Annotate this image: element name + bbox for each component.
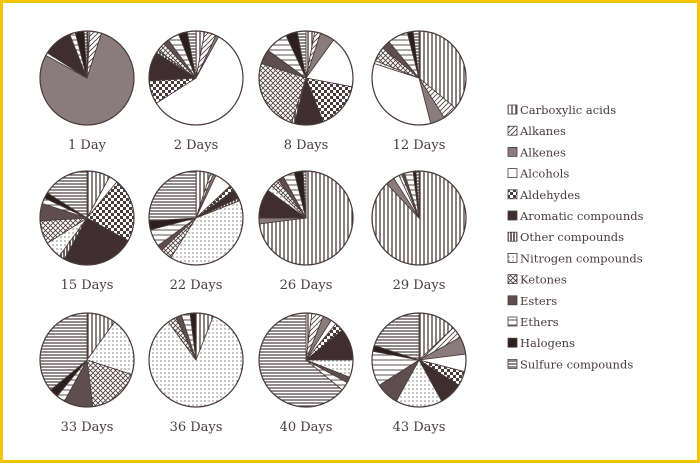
- legend-item-aromatic-compounds: Aromatic compounds: [507, 209, 644, 223]
- legend-item-esters: Esters: [507, 294, 557, 308]
- pie-chart-grid: 1 Day 2 Days 8 Days 12 Days 15 Days 22 Days 26…: [39, 30, 644, 435]
- pie-label: 12 Days: [393, 138, 446, 153]
- pie-outline: [258, 30, 354, 126]
- legend: Carboxylic acids Alkanes Alkenes Alcohols Al…: [507, 103, 644, 371]
- legend-item-other-compounds: Other compounds: [507, 230, 624, 244]
- legend-item-aldehydes: Aldehydes: [507, 188, 580, 202]
- pie-40-days: 40 Days: [258, 312, 354, 435]
- legend-label: Sulfure compounds: [520, 357, 633, 371]
- pie-outline: [371, 170, 467, 266]
- legend-swatch: [507, 274, 518, 285]
- pie-outline: [148, 170, 244, 266]
- legend-item-alkanes: Alkanes: [507, 124, 566, 138]
- legend-item-nitrogen-compounds: Nitrogen compounds: [507, 251, 643, 265]
- pie-label: 8 Days: [284, 138, 329, 153]
- pie-label: 43 Days: [393, 420, 446, 435]
- legend-swatch: [507, 168, 518, 179]
- legend-item-sulfure-compounds: Sulfure compounds: [507, 357, 633, 371]
- pie-label: 22 Days: [170, 278, 223, 293]
- pie-outline: [39, 312, 135, 408]
- pie-15-days: 15 Days: [39, 170, 135, 293]
- pie-label: 26 Days: [280, 278, 333, 293]
- legend-swatch: [507, 358, 518, 369]
- legend-label: Other compounds: [520, 230, 624, 244]
- legend-swatch: [507, 210, 518, 221]
- legend-swatch: [507, 104, 518, 115]
- pie-label: 15 Days: [61, 278, 114, 293]
- legend-item-alcohols: Alcohols: [507, 167, 569, 181]
- legend-label: Ethers: [520, 315, 559, 329]
- legend-label: Alkenes: [519, 145, 566, 159]
- legend-label: Alcohols: [519, 167, 569, 181]
- pie-outline: [39, 30, 135, 126]
- pie-outline: [258, 170, 354, 266]
- legend-label: Halogens: [520, 336, 575, 350]
- pie-12-days: 12 Days: [371, 30, 467, 153]
- pie-33-days: 33 Days: [39, 312, 135, 435]
- legend-label: Carboxylic acids: [520, 103, 616, 117]
- pie-label: 2 Days: [174, 138, 219, 153]
- legend-item-halogens: Halogens: [507, 336, 575, 350]
- pie-label: 33 Days: [61, 420, 114, 435]
- pie-outline: [148, 312, 244, 408]
- legend-swatch: [507, 295, 518, 306]
- legend-swatch: [507, 316, 518, 327]
- pie-2-days: 2 Days: [148, 30, 244, 153]
- legend-item-ethers: Ethers: [507, 315, 559, 329]
- legend-swatch: [507, 146, 518, 157]
- pie-label: 40 Days: [280, 420, 333, 435]
- legend-item-ketones: Ketones: [507, 273, 567, 287]
- legend-swatch: [507, 337, 518, 348]
- pie-outline: [371, 312, 467, 408]
- legend-label: Alkanes: [519, 124, 566, 138]
- slice-sulfure-compounds: [148, 170, 197, 222]
- legend-item-carboxylic-acids: Carboxylic acids: [507, 103, 616, 117]
- legend-swatch: [507, 252, 518, 263]
- legend-label: Aromatic compounds: [519, 209, 644, 223]
- pie-label: 1 Day: [68, 138, 107, 153]
- pie-22-days: 22 Days: [148, 170, 244, 293]
- pies-group: 1 Day 2 Days 8 Days 12 Days 15 Days 22 Days 26…: [39, 30, 467, 435]
- legend-label: Aldehydes: [519, 188, 580, 202]
- pie-label: 36 Days: [170, 420, 223, 435]
- pie-outline: [148, 30, 244, 126]
- legend-label: Ketones: [520, 273, 567, 287]
- legend-label: Nitrogen compounds: [520, 251, 643, 265]
- pie-outline: [258, 312, 354, 408]
- legend-item-alkenes: Alkenes: [507, 145, 566, 159]
- legend-swatch: [507, 231, 518, 242]
- pie-36-days: 36 Days: [148, 312, 244, 435]
- legend-label: Esters: [520, 294, 557, 308]
- legend-swatch: [507, 189, 518, 200]
- pie-43-days: 43 Days: [371, 312, 467, 435]
- legend-swatch: [507, 125, 518, 136]
- pie-8-days: 8 Days: [258, 30, 354, 153]
- pie-outline: [39, 170, 135, 266]
- pie-label: 29 Days: [393, 278, 446, 293]
- pie-outline: [371, 30, 467, 126]
- pie-29-days: 29 Days: [371, 170, 467, 293]
- pie-1-day: 1 Day: [39, 30, 135, 153]
- pie-26-days: 26 Days: [258, 170, 354, 293]
